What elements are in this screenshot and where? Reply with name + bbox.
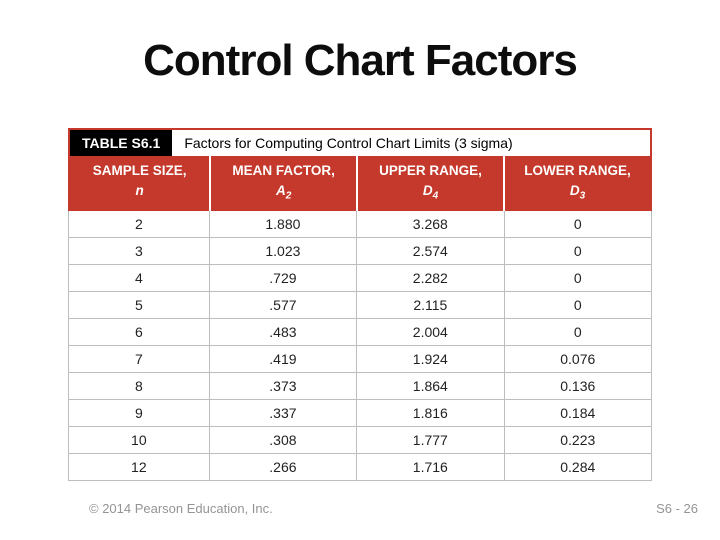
cell-upper-range: 1.777 [356, 426, 503, 453]
table-row: 10 .308 1.777 0.223 [69, 425, 651, 453]
cell-upper-range: 1.716 [356, 453, 503, 480]
table-body: 2 1.880 3.268 0 3 1.023 2.574 0 4 .729 2… [68, 210, 652, 481]
cell-upper-range: 3.268 [356, 210, 503, 237]
cell-lower-range: 0 [503, 264, 651, 291]
page-title: Control Chart Factors [143, 36, 578, 85]
table-header-row: SAMPLE SIZE, n MEAN FACTOR, A2 UPPER RAN… [70, 156, 650, 211]
column-header-symbol: n [135, 183, 144, 199]
cell-lower-range: 0.223 [503, 426, 651, 453]
cell-upper-range: 2.004 [356, 318, 503, 345]
column-header-symbol: A2 [275, 183, 292, 202]
cell-sample-size: 3 [134, 242, 143, 259]
cell-mean-factor: 1.023 [208, 237, 356, 264]
column-header-lower-range: LOWER RANGE, D3 [503, 156, 650, 211]
cell-upper-range: 1.924 [356, 345, 503, 372]
table-row: 3 1.023 2.574 0 [69, 236, 651, 264]
cell-lower-range: 0 [503, 210, 651, 237]
cell-lower-range: 0.136 [503, 372, 651, 399]
cell-upper-range: 2.574 [356, 237, 503, 264]
column-header-name: MEAN FACTOR, [232, 163, 335, 178]
cell-upper-range: 1.816 [356, 399, 503, 426]
cell-lower-range: 0 [503, 237, 651, 264]
cell-sample-size: 8 [134, 377, 143, 394]
cell-sample-size: 2 [134, 215, 143, 232]
cell-upper-range: 1.864 [356, 372, 503, 399]
table-row: 9 .337 1.816 0.184 [69, 398, 651, 426]
column-header-symbol: D3 [569, 183, 586, 202]
table-row: 2 1.880 3.268 0 [69, 210, 651, 237]
cell-upper-range: 2.115 [356, 291, 503, 318]
cell-sample-size: 6 [134, 323, 143, 340]
table-header-block: TABLE S6.1 Factors for Computing Control… [68, 128, 652, 211]
cell-sample-size: 12 [131, 458, 147, 475]
table-row: 4 .729 2.282 0 [69, 263, 651, 291]
cell-sample-size: 9 [134, 404, 143, 421]
cell-mean-factor: .266 [208, 453, 356, 480]
table-row: 7 .419 1.924 0.076 [69, 344, 651, 372]
cell-lower-range: 0.284 [503, 453, 651, 480]
slide-number: S6 - 26 [656, 501, 698, 516]
column-header-sample-size: SAMPLE SIZE, n [70, 156, 209, 211]
cell-lower-range: 0 [503, 318, 651, 345]
table-row: 12 .266 1.716 0.284 [69, 452, 651, 480]
cell-lower-range: 0.076 [503, 345, 651, 372]
cell-sample-size: 10 [131, 431, 147, 448]
table-caption-bar: TABLE S6.1 Factors for Computing Control… [70, 130, 650, 156]
table-row: 6 .483 2.004 0 [69, 317, 651, 345]
cell-mean-factor: .577 [208, 291, 356, 318]
table-row: 8 .373 1.864 0.136 [69, 371, 651, 399]
cell-sample-size: 5 [134, 296, 143, 313]
cell-sample-size: 4 [134, 269, 143, 286]
column-header-upper-range: UPPER RANGE, D4 [356, 156, 503, 211]
cell-sample-size: 7 [134, 350, 143, 367]
cell-upper-range: 2.282 [356, 264, 503, 291]
cell-lower-range: 0 [503, 291, 651, 318]
table-label-badge: TABLE S6.1 [70, 130, 173, 156]
table-row: 5 .577 2.115 0 [69, 290, 651, 318]
column-header-name: UPPER RANGE, [379, 163, 482, 178]
column-header-name: LOWER RANGE, [524, 163, 631, 178]
cell-mean-factor: 1.880 [208, 210, 356, 237]
cell-mean-factor: .419 [208, 345, 356, 372]
cell-mean-factor: .337 [208, 399, 356, 426]
cell-mean-factor: .308 [208, 426, 356, 453]
table-caption: Factors for Computing Control Chart Limi… [184, 135, 513, 151]
cell-mean-factor: .483 [208, 318, 356, 345]
column-header-name: SAMPLE SIZE, [92, 163, 187, 178]
cell-lower-range: 0.184 [503, 399, 651, 426]
copyright-text: © 2014 Pearson Education, Inc. [89, 501, 273, 516]
cell-mean-factor: .729 [208, 264, 356, 291]
cell-mean-factor: .373 [208, 372, 356, 399]
column-header-mean-factor: MEAN FACTOR, A2 [209, 156, 356, 211]
control-chart-factors-table: TABLE S6.1 Factors for Computing Control… [68, 128, 652, 481]
column-header-symbol: D4 [422, 183, 439, 202]
